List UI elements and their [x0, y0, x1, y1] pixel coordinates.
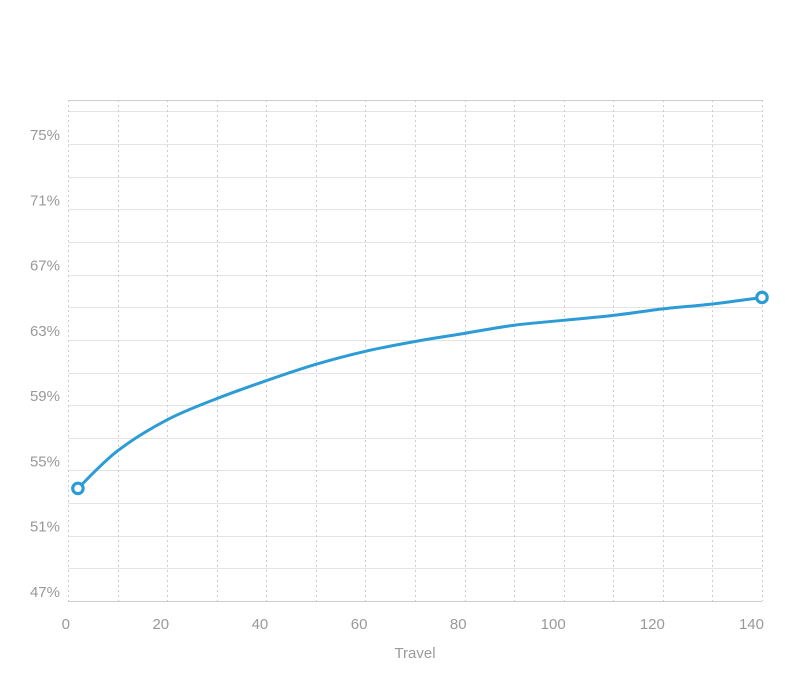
x-axis-title: Travel: [394, 645, 435, 662]
x-tick-label: 20: [152, 616, 169, 633]
endpoint-marker-start: [71, 481, 85, 496]
x-tick-label: 40: [252, 616, 269, 633]
y-tick-label: 67%: [30, 258, 60, 275]
y-tick-label: 51%: [30, 519, 60, 536]
y-tick-label: 55%: [30, 453, 60, 470]
x-tick-label: 120: [640, 616, 665, 633]
x-tick-label: 140: [739, 616, 764, 633]
x-tick-label: 60: [351, 616, 368, 633]
x-tick-label: 80: [450, 616, 467, 633]
x-tick-label: 0: [62, 616, 70, 633]
y-tick-label: 71%: [30, 192, 60, 209]
series-line: [76, 295, 764, 490]
series-layer: [71, 290, 769, 496]
y-tick-label: 63%: [30, 323, 60, 340]
endpoint-marker-end: [755, 290, 769, 305]
tick-label-layer: 75% 71% 67% 63% 59% 55% 51% 47%0 20 40 60 80 100 120 1…: [30, 127, 764, 633]
y-tick-label: 59%: [30, 388, 60, 405]
y-tick-label: 47%: [30, 584, 60, 601]
x-tick-label: 100: [541, 616, 566, 633]
y-tick-label: 75%: [30, 127, 60, 144]
grid-layer: [68, 100, 763, 602]
